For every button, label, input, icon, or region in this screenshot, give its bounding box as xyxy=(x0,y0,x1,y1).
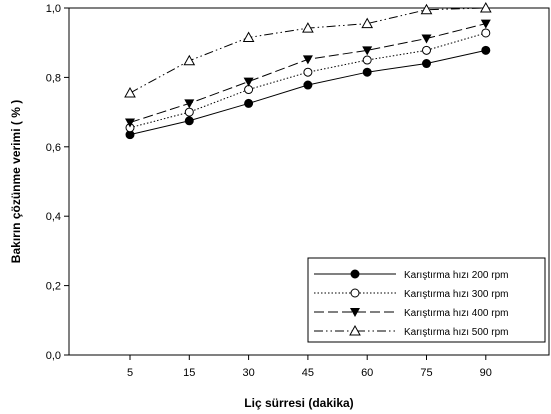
series-line xyxy=(129,32,486,129)
data-point xyxy=(303,80,313,90)
x-tick-label: 15 xyxy=(183,367,195,379)
x-tick-label: 60 xyxy=(361,367,373,379)
data-point xyxy=(244,98,254,108)
plot-area: 0,0 0,2 0,4 0,6 0,8 1,0 5 15 30 45 60 75 90 Liç sürre… xyxy=(9,1,550,410)
data-point xyxy=(422,59,431,69)
data-point xyxy=(362,46,373,56)
legend-marker xyxy=(349,324,361,336)
data-point xyxy=(361,17,374,29)
series-3 xyxy=(125,19,491,128)
series-1 xyxy=(125,45,491,140)
legend-label: Karıştırma hızı 200 rpm xyxy=(404,270,508,281)
x-axis-title: Liç sürresi (dakika) xyxy=(244,396,353,410)
legend-label: Karıştırma hızı 400 rpm xyxy=(404,308,508,319)
series-4 xyxy=(124,1,492,98)
data-point xyxy=(480,19,491,29)
data-point xyxy=(422,45,431,55)
series-line xyxy=(129,7,486,94)
x-tick-label: 75 xyxy=(420,367,432,379)
y-tick-label: 0,0 xyxy=(46,350,61,362)
data-point xyxy=(481,28,491,38)
data-point xyxy=(421,34,432,44)
x-tick-label: 30 xyxy=(242,367,254,379)
legend-label: Karıştırma hızı 500 rpm xyxy=(404,327,508,338)
data-point xyxy=(362,67,372,77)
legend: Karıştırma hızı 200 rpm Karıştırma hızı 3… xyxy=(307,257,546,343)
data-point xyxy=(124,86,136,98)
y-axis-title: Bakırın çözünme verimi ( % ) xyxy=(9,100,23,263)
x-tick-label: 90 xyxy=(480,367,492,379)
data-point xyxy=(420,3,433,15)
data-point xyxy=(362,55,372,65)
y-tick-label: 0,8 xyxy=(46,72,61,84)
x-tick-label: 45 xyxy=(302,367,314,379)
plot-frame xyxy=(68,7,550,356)
legend-marker xyxy=(350,308,360,317)
data-point xyxy=(302,22,314,33)
legend-marker xyxy=(350,269,360,279)
x-tick-label: 5 xyxy=(127,367,133,379)
data-point xyxy=(481,45,491,55)
y-tick-label: 0,4 xyxy=(46,211,61,223)
data-point xyxy=(243,77,254,87)
y-tick-label: 0,2 xyxy=(46,281,61,293)
data-point xyxy=(125,118,135,128)
data-point xyxy=(184,99,195,109)
data-point xyxy=(242,31,255,42)
data-point xyxy=(183,54,196,66)
data-point xyxy=(244,85,254,95)
data-point xyxy=(303,67,313,77)
y-tick-label: 0,6 xyxy=(46,142,61,154)
y-tick-label: 1,0 xyxy=(46,3,61,15)
legend-marker xyxy=(350,288,360,298)
data-point xyxy=(184,116,194,126)
data-point xyxy=(302,55,313,65)
data-point xyxy=(184,107,194,117)
series-2 xyxy=(125,28,491,133)
legend-box xyxy=(307,257,546,343)
data-point xyxy=(479,1,492,13)
legend-label: Karıştırma hızı 300 rpm xyxy=(404,289,508,300)
